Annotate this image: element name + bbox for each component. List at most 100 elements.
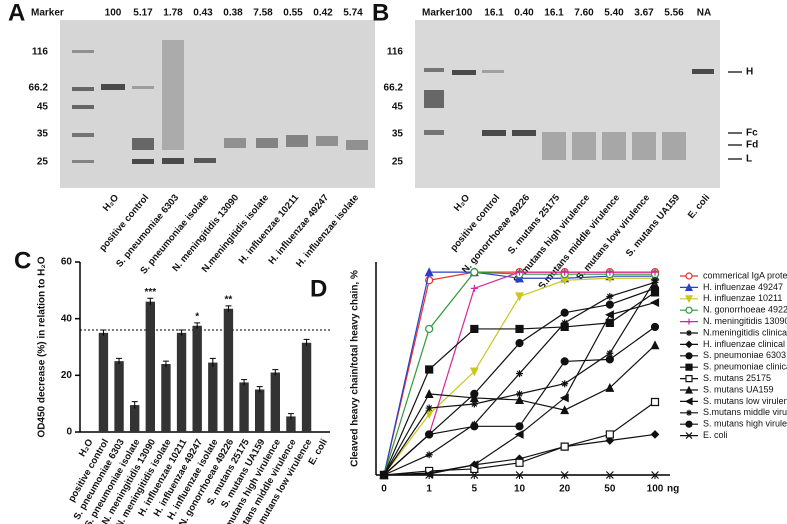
marker [470, 268, 479, 277]
legend-label: S.mutans middle virulence [703, 407, 787, 417]
legend-label: H. influenzae clinical isolate [703, 339, 787, 349]
marker [516, 268, 523, 276]
marker [515, 339, 524, 348]
lane-value: 0.43 [193, 8, 213, 19]
legend-marker [685, 420, 693, 428]
mw-label: 35 [37, 129, 49, 140]
bar [270, 372, 280, 432]
legend-marker [685, 295, 693, 304]
error-bar [225, 305, 232, 312]
band [72, 50, 94, 53]
marker [560, 442, 569, 451]
marker [380, 471, 388, 479]
error-bar [147, 297, 154, 306]
band [542, 132, 566, 160]
marker [604, 310, 614, 320]
error-bar [287, 413, 294, 420]
error-bar [303, 338, 310, 347]
panel-letter: C [14, 247, 31, 274]
error-bar [209, 357, 216, 367]
marker [470, 389, 479, 398]
marker [651, 268, 659, 276]
y-tick-label: 20 [61, 370, 73, 381]
band-label: Fc [746, 128, 758, 139]
band [72, 87, 94, 91]
x-axis-label: ng [667, 484, 679, 495]
marker [425, 404, 433, 412]
marker [560, 357, 569, 366]
marker [559, 393, 569, 403]
marker [515, 324, 524, 334]
x-tick-label: 5 [472, 484, 478, 495]
band [286, 135, 308, 147]
bar [286, 416, 296, 432]
lane-label: E. coli [686, 192, 712, 221]
legend-label: S. pneumoniae clinical isolate [703, 362, 787, 372]
lane-value: 16.1 [484, 8, 504, 19]
lane-value: 5.40 [604, 8, 624, 19]
error-bar [178, 329, 185, 336]
marker [605, 382, 615, 392]
lane-value: 100 [105, 8, 122, 19]
legend-label: N. meningitidis 13090 [703, 316, 787, 326]
mw-label: 116 [32, 47, 49, 58]
series-line [383, 279, 656, 476]
legend-label: S. mutans low virulence [703, 396, 787, 406]
marker [606, 292, 614, 300]
legend-label: S. mutans 25175 [703, 373, 771, 383]
panel-letter: A [8, 0, 25, 26]
y-tick-label: 60 [61, 257, 73, 268]
bar [239, 382, 249, 432]
marker [425, 471, 434, 479]
lane-value: 7.58 [253, 8, 273, 19]
marker [651, 471, 659, 479]
legend-marker [685, 385, 693, 394]
bar [301, 342, 312, 432]
panel-letter: D [310, 275, 327, 302]
legend-label: H. influenzae 49247 [703, 282, 783, 292]
error-bar [241, 379, 248, 386]
legend-marker [685, 375, 693, 383]
marker [469, 460, 479, 470]
band [224, 138, 246, 148]
error-bar [100, 329, 107, 336]
marker [606, 349, 614, 357]
marker [515, 458, 524, 467]
marker [516, 370, 523, 378]
y-tick-label: 40 [61, 313, 73, 324]
lane-value: 0.38 [223, 8, 243, 19]
band [662, 132, 686, 160]
marker [515, 471, 524, 479]
bar [208, 362, 218, 432]
band [132, 159, 154, 164]
legend-marker [686, 330, 692, 336]
band [632, 132, 656, 160]
error-bar [194, 322, 201, 329]
bar [176, 332, 187, 432]
marker [470, 284, 478, 292]
mw-label: 66.2 [384, 83, 404, 94]
legend-marker [686, 409, 692, 416]
legend-marker [685, 283, 693, 291]
band [602, 132, 626, 160]
marker [650, 322, 660, 332]
bar [114, 361, 124, 432]
lane-label: S. mutans UA159 [624, 192, 682, 259]
bar [223, 308, 234, 432]
band-label: Fd [746, 140, 758, 151]
lane-value: 7.60 [574, 8, 594, 19]
legend-marker [686, 318, 692, 325]
band [424, 130, 444, 135]
bar [161, 364, 171, 432]
marker [650, 284, 660, 293]
legend-label: H. influenzae 10211 [703, 293, 782, 303]
lane-value: 5.17 [133, 8, 153, 19]
marker [470, 471, 479, 479]
legend-label: S. mutans UA159 [703, 384, 774, 394]
band [72, 133, 94, 137]
error-bar [162, 360, 169, 367]
marker-header: Marker [422, 8, 455, 19]
band [692, 69, 714, 74]
legend-label: E. coli [703, 430, 728, 440]
